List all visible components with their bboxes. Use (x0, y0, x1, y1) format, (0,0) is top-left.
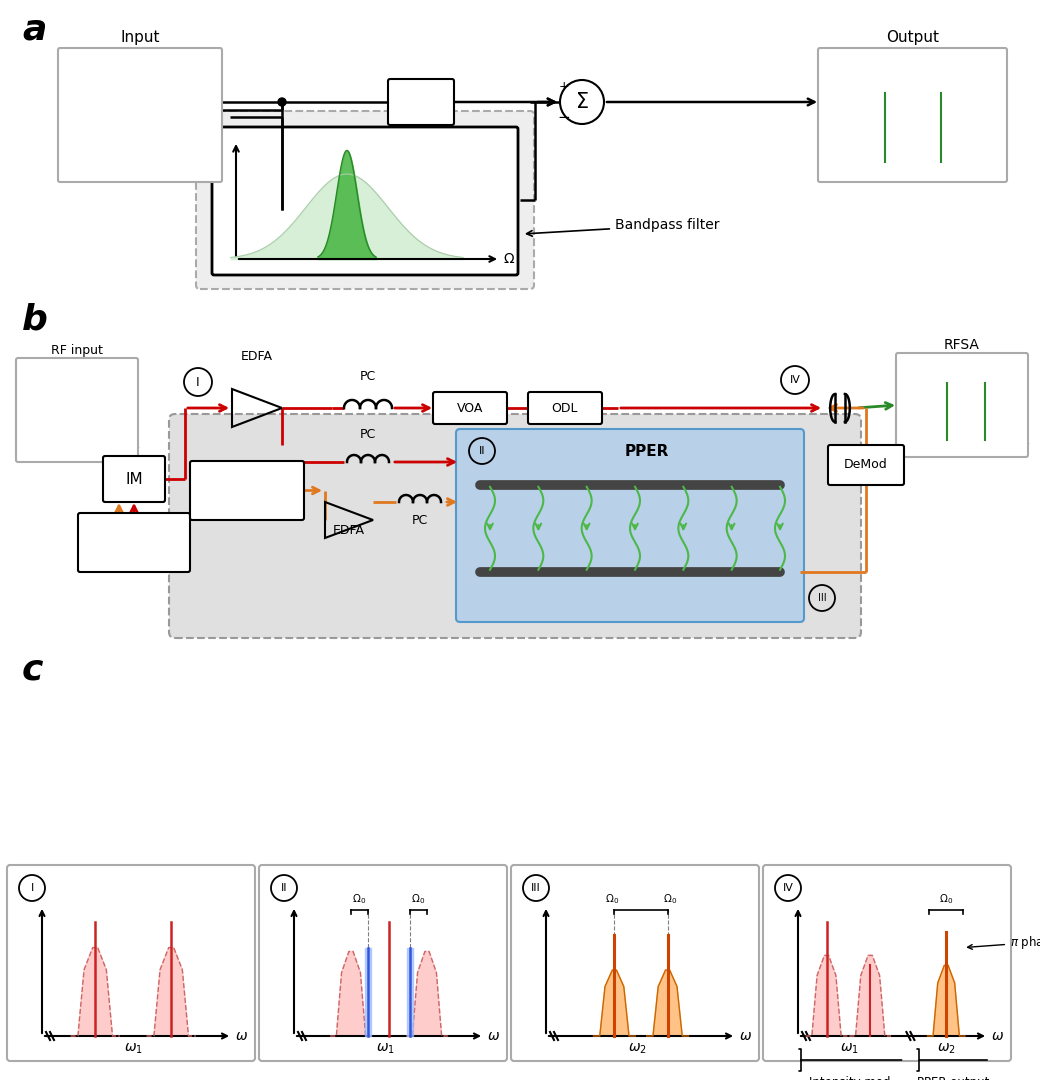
Text: $\Omega_0$: $\Omega_0$ (605, 892, 620, 906)
Polygon shape (850, 956, 891, 1036)
Polygon shape (921, 90, 960, 162)
Text: $\Omega$: $\Omega$ (503, 252, 515, 266)
Text: Output: Output (886, 30, 939, 45)
Text: $\omega_1$: $\omega_1$ (126, 544, 142, 557)
Text: $\omega$: $\omega$ (739, 1029, 752, 1043)
FancyBboxPatch shape (528, 392, 602, 424)
Text: $\omega$: $\omega$ (487, 1029, 500, 1043)
Polygon shape (71, 947, 120, 1036)
Polygon shape (928, 966, 965, 1036)
FancyBboxPatch shape (818, 48, 1007, 183)
Polygon shape (973, 381, 997, 440)
Text: EDFA: EDFA (241, 350, 272, 363)
Text: ODL: ODL (552, 402, 578, 415)
Polygon shape (365, 947, 371, 1036)
Text: $\Omega_0$: $\Omega_0$ (412, 892, 425, 906)
Text: I: I (30, 883, 33, 893)
FancyBboxPatch shape (103, 456, 165, 502)
Polygon shape (935, 381, 959, 440)
Text: $\omega_2$: $\omega_2$ (937, 1042, 956, 1056)
FancyBboxPatch shape (190, 461, 304, 519)
Text: $\omega_1$: $\omega_1$ (124, 1042, 142, 1056)
Text: −: − (557, 110, 570, 125)
Polygon shape (46, 387, 95, 445)
FancyBboxPatch shape (78, 513, 190, 572)
FancyBboxPatch shape (433, 392, 508, 424)
Text: PC: PC (412, 514, 428, 527)
Text: $\omega_2$: $\omega_2$ (628, 1042, 647, 1056)
FancyBboxPatch shape (212, 127, 518, 275)
Text: PC: PC (360, 428, 376, 441)
Text: DeMod: DeMod (844, 459, 888, 472)
Text: II: II (281, 883, 287, 893)
FancyBboxPatch shape (388, 79, 454, 125)
Text: EDFA: EDFA (333, 524, 365, 537)
Circle shape (278, 98, 286, 106)
Text: II: II (478, 446, 486, 456)
Text: $\tau$: $\tau$ (414, 93, 427, 111)
Text: $\Omega_0$: $\Omega_0$ (353, 892, 367, 906)
Text: Input: Input (121, 30, 160, 45)
Polygon shape (330, 951, 372, 1036)
FancyBboxPatch shape (896, 353, 1028, 457)
Polygon shape (865, 90, 904, 162)
Text: a: a (22, 12, 47, 46)
Text: $\Omega_0$: $\Omega_0$ (662, 892, 677, 906)
FancyBboxPatch shape (58, 48, 222, 183)
FancyBboxPatch shape (196, 111, 534, 289)
Polygon shape (594, 970, 635, 1036)
Text: $\omega_1$: $\omega_1$ (375, 1042, 394, 1056)
Text: $\omega_2$: $\omega_2$ (238, 492, 256, 505)
Text: Bandpass filter: Bandpass filter (526, 218, 720, 237)
FancyBboxPatch shape (456, 429, 804, 622)
Polygon shape (100, 90, 163, 162)
FancyBboxPatch shape (259, 865, 508, 1061)
Polygon shape (406, 951, 448, 1036)
FancyBboxPatch shape (168, 414, 861, 638)
Polygon shape (647, 970, 688, 1036)
Text: III: III (817, 593, 827, 603)
Text: $\omega_1$: $\omega_1$ (840, 1042, 859, 1056)
Text: Laser 2: Laser 2 (224, 476, 270, 489)
FancyBboxPatch shape (763, 865, 1011, 1061)
Text: PPER output: PPER output (917, 1076, 989, 1080)
Text: PC: PC (360, 370, 376, 383)
Polygon shape (806, 956, 848, 1036)
Text: I: I (197, 376, 200, 389)
FancyBboxPatch shape (7, 865, 255, 1061)
FancyBboxPatch shape (511, 865, 759, 1061)
Polygon shape (407, 947, 413, 1036)
FancyBboxPatch shape (828, 445, 904, 485)
Text: $\Omega$: $\Omega$ (993, 156, 1005, 168)
Polygon shape (147, 947, 196, 1036)
Text: $\pi$ phase: $\pi$ phase (967, 934, 1040, 950)
Text: IV: IV (782, 883, 794, 893)
FancyBboxPatch shape (16, 357, 138, 462)
Text: $\omega$: $\omega$ (991, 1029, 1004, 1043)
Text: Laser 1: Laser 1 (111, 528, 157, 541)
Text: $\Omega$: $\Omega$ (129, 438, 140, 451)
Text: $\omega$: $\omega$ (235, 1029, 248, 1043)
Text: $\Omega$: $\Omega$ (206, 156, 218, 168)
Text: IM: IM (125, 472, 142, 486)
Text: RFSA: RFSA (944, 338, 980, 352)
Text: $\Omega$: $\Omega$ (1019, 433, 1031, 446)
Text: III: III (531, 883, 541, 893)
Text: PPER: PPER (625, 444, 669, 459)
Text: $\Sigma$: $\Sigma$ (575, 92, 589, 112)
Text: +: + (558, 80, 569, 93)
Text: RF input: RF input (51, 345, 103, 357)
Text: $\Omega_0$: $\Omega_0$ (939, 892, 954, 906)
Text: b: b (22, 302, 48, 336)
Text: Intensity mod.: Intensity mod. (808, 1076, 893, 1080)
Text: VOA: VOA (457, 402, 484, 415)
Text: c: c (22, 652, 44, 686)
Text: IV: IV (789, 375, 801, 384)
